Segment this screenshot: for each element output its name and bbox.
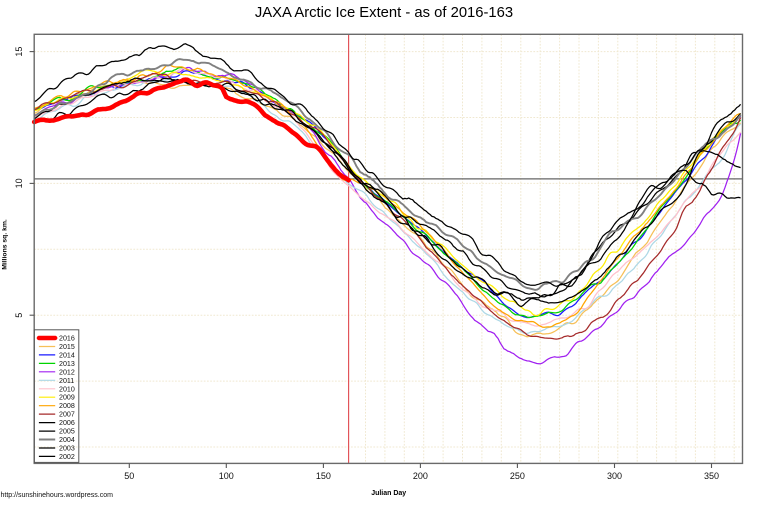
svg-text:2009: 2009: [59, 394, 75, 402]
svg-text:250: 250: [510, 471, 525, 481]
svg-text:300: 300: [607, 471, 622, 481]
svg-text:2003: 2003: [59, 445, 75, 453]
svg-text:2010: 2010: [59, 385, 75, 393]
svg-text:2013: 2013: [59, 360, 75, 368]
svg-text:2002: 2002: [59, 453, 75, 461]
svg-text:Millions sq. km.: Millions sq. km.: [2, 219, 9, 270]
svg-text:http://sunshinehours.wordpress: http://sunshinehours.wordpress.com: [1, 492, 114, 499]
svg-text:2008: 2008: [59, 402, 75, 410]
svg-text:150: 150: [316, 471, 331, 481]
svg-text:15: 15: [14, 47, 24, 57]
svg-text:50: 50: [124, 471, 134, 481]
svg-text:2015: 2015: [59, 343, 75, 351]
svg-text:2012: 2012: [59, 368, 75, 376]
svg-text:2016: 2016: [59, 335, 75, 343]
svg-text:JAXA Arctic Ice Extent - as of: JAXA Arctic Ice Extent - as of 2016-163: [255, 5, 513, 21]
svg-text:2014: 2014: [59, 351, 75, 359]
svg-text:100: 100: [219, 471, 234, 481]
svg-text:2007: 2007: [59, 411, 75, 419]
svg-text:2005: 2005: [59, 428, 75, 436]
svg-text:10: 10: [14, 178, 24, 188]
svg-text:2006: 2006: [59, 419, 75, 427]
svg-text:200: 200: [413, 471, 428, 481]
svg-text:2011: 2011: [59, 377, 74, 385]
svg-text:Julian Day: Julian Day: [371, 490, 406, 497]
svg-text:350: 350: [704, 471, 719, 481]
svg-text:2004: 2004: [59, 436, 75, 444]
svg-text:5: 5: [14, 313, 24, 318]
